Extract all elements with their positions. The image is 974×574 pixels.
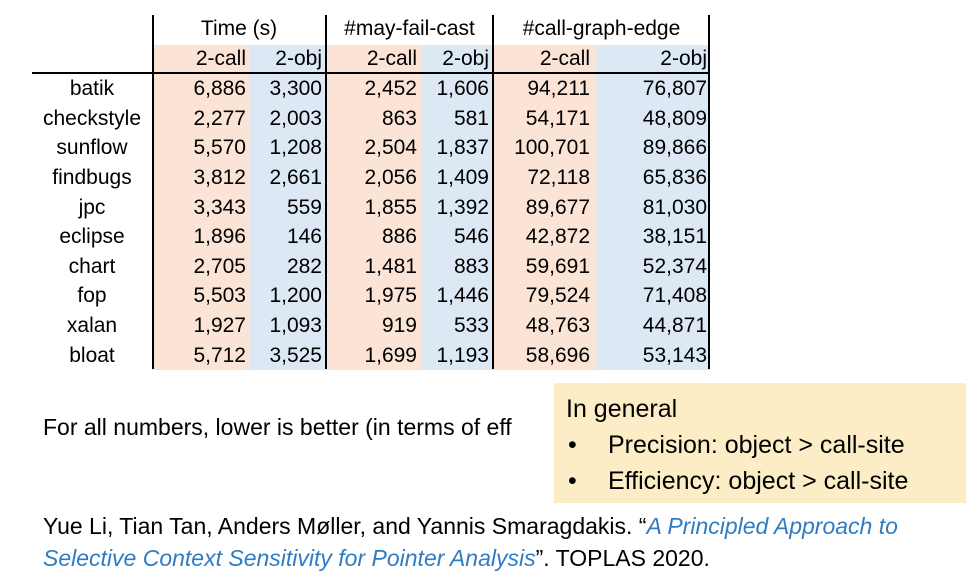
table-cell: 1,606 xyxy=(421,74,493,104)
table-cell: 533 xyxy=(421,310,493,341)
table-cell: 6,886 xyxy=(152,74,250,104)
table-cell: 559 xyxy=(250,192,326,223)
benchmark-name: bloat xyxy=(69,343,115,367)
table-cell: 282 xyxy=(250,251,326,282)
header-divider xyxy=(32,72,710,74)
column-divider xyxy=(492,15,494,369)
subheader-cell: 2-obj xyxy=(250,44,326,75)
subheader-cell: 2-obj xyxy=(421,44,493,75)
table-cell: 2,452 xyxy=(326,74,421,104)
group-header-may-fail-cast: #may-fail-cast xyxy=(344,17,475,40)
benchmark-name: batik xyxy=(69,77,115,101)
table-cell: 886 xyxy=(326,222,421,252)
callout-bullet-text: Precision: object > call-site xyxy=(608,431,905,459)
table-cell: 42,872 xyxy=(493,222,596,252)
table-cell: 1,409 xyxy=(421,162,493,193)
table-cell: 1,837 xyxy=(421,133,493,163)
benchmark-name: xalan xyxy=(66,313,118,337)
benchmark-name: sunflow xyxy=(56,136,128,160)
table-cell: 3,812 xyxy=(152,162,250,193)
table-cell: 1,699 xyxy=(326,340,421,371)
summary-callout: In general • Precision: object > call-si… xyxy=(554,383,966,503)
table-cell: 71,408 xyxy=(596,281,710,311)
table-cell: 48,763 xyxy=(493,310,596,341)
table-cell: 1,200 xyxy=(250,281,326,311)
callout-heading: In general xyxy=(566,395,678,423)
citation-authors: Yue Li, Tian Tan, Anders Møller, and Yan… xyxy=(43,513,647,539)
benchmark-name: jpc xyxy=(78,195,106,219)
table-cell: 1,093 xyxy=(250,310,326,341)
table-cell: 581 xyxy=(421,103,493,134)
bullet-dot-icon: • xyxy=(568,467,577,495)
table-cell: 1,481 xyxy=(326,251,421,282)
table-cell: 919 xyxy=(326,310,421,341)
table-cell: 546 xyxy=(421,222,493,252)
group-header-call-graph-edge: #call-graph-edge xyxy=(522,17,681,40)
table-cell: 54,171 xyxy=(493,103,596,134)
benchmark-name: chart xyxy=(68,254,116,278)
table-cell: 5,570 xyxy=(152,133,250,163)
table-cell: 2,661 xyxy=(250,162,326,193)
table-cell: 1,975 xyxy=(326,281,421,311)
table-cell: 5,503 xyxy=(152,281,250,311)
benchmark-name: findbugs xyxy=(52,165,132,189)
table-cell: 48,809 xyxy=(596,103,710,134)
table-cell: 2,056 xyxy=(326,162,421,193)
table-cell: 76,807 xyxy=(596,74,710,104)
benchmark-name: fop xyxy=(77,284,107,308)
column-divider xyxy=(708,15,710,369)
table-cell: 1,896 xyxy=(152,222,250,252)
table-cell: 1,208 xyxy=(250,133,326,163)
table-cell: 1,193 xyxy=(421,340,493,371)
benchmark-name: checkstyle xyxy=(42,106,142,130)
group-header-time: Time (s) xyxy=(200,17,278,40)
table-cell: 81,030 xyxy=(596,192,710,223)
table-cell: 89,677 xyxy=(493,192,596,223)
table-cell: 2,504 xyxy=(326,133,421,163)
column-divider xyxy=(152,15,154,369)
table-cell: 1,392 xyxy=(421,192,493,223)
benchmark-name: eclipse xyxy=(59,225,125,249)
paper-citation: Yue Li, Tian Tan, Anders Møller, and Yan… xyxy=(43,510,963,574)
citation-title-link[interactable]: A Principled Approach to Selective Conte… xyxy=(43,513,898,571)
callout-bullet: • Efficiency: object > call-site xyxy=(566,463,966,499)
subheader-cell: 2-obj xyxy=(596,44,710,75)
table-cell: 38,151 xyxy=(596,222,710,252)
table-cell: 44,871 xyxy=(596,310,710,341)
table-cell: 5,712 xyxy=(152,340,250,371)
lower-is-better-note: For all numbers, lower is better (in ter… xyxy=(43,414,512,440)
table-cell: 59,691 xyxy=(493,251,596,282)
table-cell: 94,211 xyxy=(493,74,596,104)
table-cell: 863 xyxy=(326,103,421,134)
citation-venue: ”. TOPLAS 2020. xyxy=(535,545,710,571)
table-cell: 100,701 xyxy=(493,133,596,163)
table-cell: 146 xyxy=(250,222,326,252)
table-cell: 2,003 xyxy=(250,103,326,134)
table-cell: 52,374 xyxy=(596,251,710,282)
table-cell: 1,927 xyxy=(152,310,250,341)
table-cell: 3,525 xyxy=(250,340,326,371)
table-cell: 53,143 xyxy=(596,340,710,371)
callout-bullet: • Precision: object > call-site xyxy=(566,427,966,463)
table-cell: 1,446 xyxy=(421,281,493,311)
table-cell: 72,118 xyxy=(493,162,596,193)
subheader-cell: 2-call xyxy=(493,44,596,75)
callout-bullet-text: Efficiency: object > call-site xyxy=(608,467,909,495)
table-cell: 883 xyxy=(421,251,493,282)
bullet-dot-icon: • xyxy=(568,431,577,459)
table-cell: 3,300 xyxy=(250,74,326,104)
table-cell: 2,277 xyxy=(152,103,250,134)
table-cell: 89,866 xyxy=(596,133,710,163)
table-cell: 3,343 xyxy=(152,192,250,223)
table-cell: 79,524 xyxy=(493,281,596,311)
subheader-cell: 2-call xyxy=(152,44,250,75)
table-cell: 2,705 xyxy=(152,251,250,282)
column-divider xyxy=(325,15,327,369)
subheader-cell: 2-call xyxy=(326,44,421,75)
table-cell: 58,696 xyxy=(493,340,596,371)
table-cell: 1,855 xyxy=(326,192,421,223)
table-cell: 65,836 xyxy=(596,162,710,193)
